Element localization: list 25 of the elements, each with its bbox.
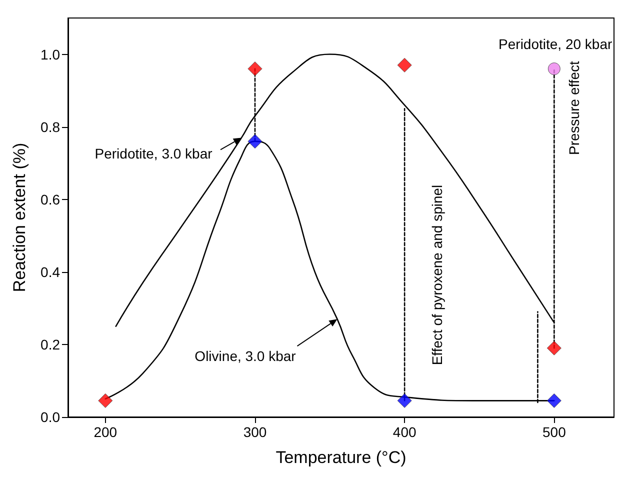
annotation: Effect of pyroxene and spinel	[429, 184, 445, 366]
point	[98, 393, 113, 408]
point	[546, 393, 562, 408]
x-tick-label: 200	[94, 424, 118, 440]
point	[397, 393, 412, 408]
annotation: Peridotite, 3.0 kbar	[94, 146, 213, 162]
y-tick-label: 0.6	[40, 191, 60, 208]
y-tick-label: 1.0	[40, 46, 60, 62]
y-tick-label: 0.4	[40, 264, 60, 280]
point	[397, 58, 412, 72]
point	[548, 62, 560, 76]
point	[546, 340, 562, 356]
x-axis-title: Temperature (°C)	[276, 448, 406, 467]
point	[248, 134, 262, 149]
annotation: Pressure effect	[566, 60, 582, 155]
annotation: Peridotite, 20 kbar	[498, 36, 612, 52]
y-axis-title: Reaction extent (%)	[10, 142, 29, 292]
y-tick-label: 0.2	[40, 336, 60, 352]
y-tick-label: 0.0	[40, 409, 60, 425]
x-tick-label: 500	[542, 424, 566, 440]
point	[248, 62, 262, 76]
x-tick-label: 400	[392, 424, 416, 440]
annotation: Olivine, 3.0 kbar	[194, 348, 296, 364]
x-tick-label: 300	[243, 424, 267, 440]
y-tick-label: 0.8	[40, 118, 60, 135]
